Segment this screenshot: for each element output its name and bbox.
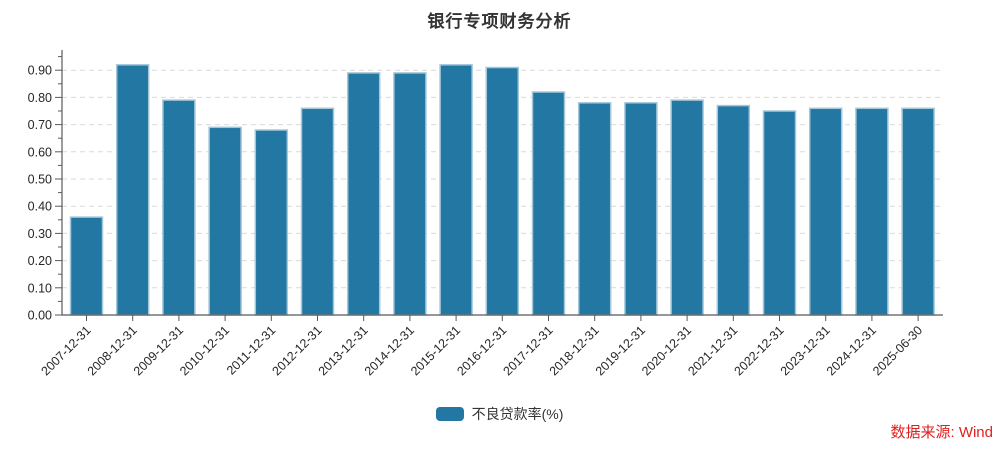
y-tick-label: 0.30 [28, 227, 52, 241]
bar-2025-06-30[interactable] [901, 107, 935, 316]
legend-swatch-icon [435, 407, 464, 421]
y-tick-label: 0.50 [28, 173, 52, 187]
bar-2022-12-31[interactable] [762, 110, 797, 316]
bar-2021-12-31[interactable] [716, 104, 751, 316]
bar-2024-12-31[interactable] [855, 107, 889, 316]
bar-2012-12-31[interactable] [300, 107, 335, 316]
bar-2023-12-31[interactable] [808, 107, 843, 316]
bar-2018-12-31[interactable] [577, 102, 612, 316]
bar-2011-12-31[interactable] [254, 129, 289, 316]
y-tick-label: 0.00 [28, 309, 52, 323]
bar-2014-12-31[interactable] [393, 72, 427, 316]
bar-2016-12-31[interactable] [485, 66, 520, 316]
bar-2020-12-31[interactable] [670, 99, 704, 316]
bar-2019-12-31[interactable] [624, 102, 658, 316]
bar-2009-12-31[interactable] [162, 99, 196, 316]
x-tick-label: 2010-12-31 [177, 323, 232, 378]
y-tick-label: 0.60 [28, 145, 52, 159]
y-tick-label: 0.90 [28, 64, 52, 78]
y-tick-label: 0.80 [28, 91, 52, 105]
y-tick-label: 0.20 [28, 254, 52, 268]
y-tick-label: 0.70 [28, 118, 52, 132]
legend-label: 不良贷款率(%) [471, 406, 564, 422]
x-tick-label: 2025-06-30 [870, 323, 925, 378]
bar-2015-12-31[interactable] [439, 64, 473, 316]
y-tick-label: 0.40 [28, 200, 52, 214]
bar-2013-12-31[interactable] [346, 72, 381, 316]
y-tick-label: 0.10 [28, 281, 52, 295]
bar-2008-12-31[interactable] [115, 64, 150, 316]
bar-2010-12-31[interactable] [208, 126, 242, 316]
chart-title: 银行专项财务分析 [427, 12, 572, 31]
data-source-note: 数据来源: Wind [890, 424, 993, 441]
bar-2007-12-31[interactable] [69, 216, 104, 316]
bar-2017-12-31[interactable] [531, 91, 566, 316]
legend[interactable]: 不良贷款率(%) [0, 404, 999, 424]
